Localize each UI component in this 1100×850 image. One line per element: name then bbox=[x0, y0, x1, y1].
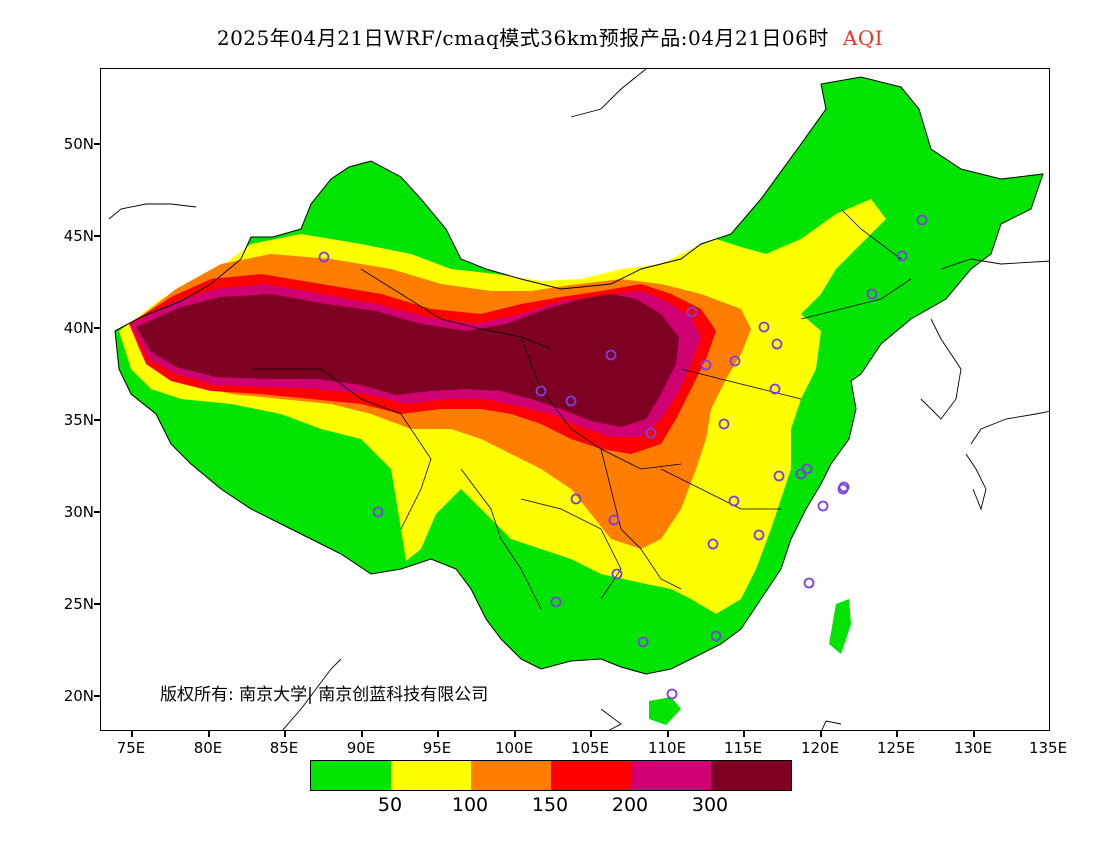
x-tick-label: 95E bbox=[422, 739, 452, 757]
hainan-island bbox=[649, 697, 681, 725]
taiwan-island bbox=[829, 599, 851, 654]
city-marker bbox=[718, 418, 730, 430]
x-tick-mark bbox=[973, 731, 975, 737]
city-marker bbox=[611, 568, 623, 580]
colorbar-swatch-moderate bbox=[391, 761, 471, 790]
x-tick-mark bbox=[208, 731, 210, 737]
city-marker bbox=[817, 500, 829, 512]
x-tick-label: 125E bbox=[876, 739, 916, 757]
map-title-main: 2025年04月21日WRF/cmaq模式36km预报产品:04月21日06时 bbox=[216, 26, 829, 50]
y-tick-label: 40N bbox=[63, 319, 94, 337]
city-marker bbox=[773, 470, 785, 482]
city-marker bbox=[707, 538, 719, 550]
province-borders bbox=[251, 208, 912, 610]
colorbar-label: 50 bbox=[377, 794, 403, 816]
y-tick-label: 35N bbox=[63, 411, 94, 429]
x-tick-label: 110E bbox=[647, 739, 687, 757]
x-tick-label: 135E bbox=[1028, 739, 1068, 757]
y-tick-label: 45N bbox=[63, 227, 94, 245]
city-marker bbox=[801, 463, 813, 475]
aqi-map bbox=[108, 69, 1049, 730]
city-marker bbox=[318, 251, 330, 263]
city-marker bbox=[896, 250, 908, 262]
colorbar-swatch-very-unhealthy bbox=[631, 761, 711, 790]
x-tick-label: 130E bbox=[953, 739, 993, 757]
aqi-colorbar bbox=[310, 760, 792, 791]
city-marker bbox=[728, 495, 740, 507]
city-marker bbox=[700, 359, 712, 371]
country-outline bbox=[114, 76, 1044, 675]
city-markers bbox=[318, 214, 928, 700]
city-marker bbox=[608, 514, 620, 526]
x-tick-label: 100E bbox=[494, 739, 534, 757]
city-marker bbox=[729, 355, 741, 367]
x-tick-label: 120E bbox=[800, 739, 840, 757]
colorbar-label: 100 bbox=[451, 794, 489, 816]
city-marker bbox=[550, 596, 562, 608]
map-title-variable: AQI bbox=[842, 26, 884, 50]
x-tick-mark bbox=[361, 731, 363, 737]
city-marker bbox=[686, 306, 698, 318]
map-frame bbox=[100, 68, 1050, 731]
colorbar-swatch-hazardous bbox=[711, 761, 791, 790]
y-tick-mark bbox=[94, 603, 100, 605]
colorbar-label: 300 bbox=[691, 794, 729, 816]
city-marker bbox=[837, 483, 849, 495]
y-tick-mark bbox=[94, 143, 100, 145]
city-marker bbox=[758, 321, 770, 333]
copyright-notice: 版权所有: 南京大学| 南京创蓝科技有限公司 bbox=[160, 685, 489, 705]
y-tick-mark bbox=[94, 695, 100, 697]
city-marker bbox=[605, 349, 617, 361]
x-tick-label: 115E bbox=[723, 739, 763, 757]
x-tick-mark bbox=[131, 731, 133, 737]
colorbar-swatch-sensitive bbox=[471, 761, 551, 790]
colorbar-swatch-good bbox=[311, 761, 391, 790]
y-tick-label: 25N bbox=[63, 595, 94, 613]
x-tick-mark bbox=[667, 731, 669, 737]
y-tick-label: 50N bbox=[63, 135, 94, 153]
x-tick-label: 75E bbox=[116, 739, 146, 757]
x-tick-label: 90E bbox=[346, 739, 376, 757]
city-marker bbox=[570, 493, 582, 505]
x-tick-mark bbox=[284, 731, 286, 737]
x-tick-label: 80E bbox=[193, 739, 223, 757]
map-title: 2025年04月21日WRF/cmaq模式36km预报产品:04月21日06时 A… bbox=[0, 22, 1100, 51]
city-marker bbox=[645, 427, 657, 439]
city-marker bbox=[666, 688, 678, 700]
x-tick-mark bbox=[896, 731, 898, 737]
y-tick-mark bbox=[94, 511, 100, 513]
x-tick-mark bbox=[743, 731, 745, 737]
x-tick-mark bbox=[820, 731, 822, 737]
city-marker bbox=[637, 636, 649, 648]
region-hazardous bbox=[136, 294, 679, 427]
city-marker bbox=[771, 338, 783, 350]
city-marker bbox=[710, 630, 722, 642]
y-tick-mark bbox=[94, 327, 100, 329]
y-tick-label: 20N bbox=[63, 687, 94, 705]
city-marker bbox=[565, 395, 577, 407]
neighbor-coastlines bbox=[108, 69, 1049, 730]
x-tick-mark bbox=[437, 731, 439, 737]
x-tick-mark bbox=[590, 731, 592, 737]
city-marker bbox=[753, 529, 765, 541]
colorbar-label: 200 bbox=[611, 794, 649, 816]
y-tick-label: 30N bbox=[63, 503, 94, 521]
x-tick-label: 85E bbox=[269, 739, 299, 757]
city-marker bbox=[769, 383, 781, 395]
city-marker bbox=[803, 577, 815, 589]
city-marker bbox=[916, 214, 928, 226]
city-marker bbox=[535, 385, 547, 397]
city-marker bbox=[372, 506, 384, 518]
y-tick-mark bbox=[94, 419, 100, 421]
colorbar-label: 150 bbox=[531, 794, 569, 816]
colorbar-swatch-unhealthy bbox=[551, 761, 631, 790]
city-marker bbox=[866, 288, 878, 300]
y-tick-mark bbox=[94, 235, 100, 237]
x-tick-label: 105E bbox=[570, 739, 610, 757]
x-tick-mark bbox=[514, 731, 516, 737]
